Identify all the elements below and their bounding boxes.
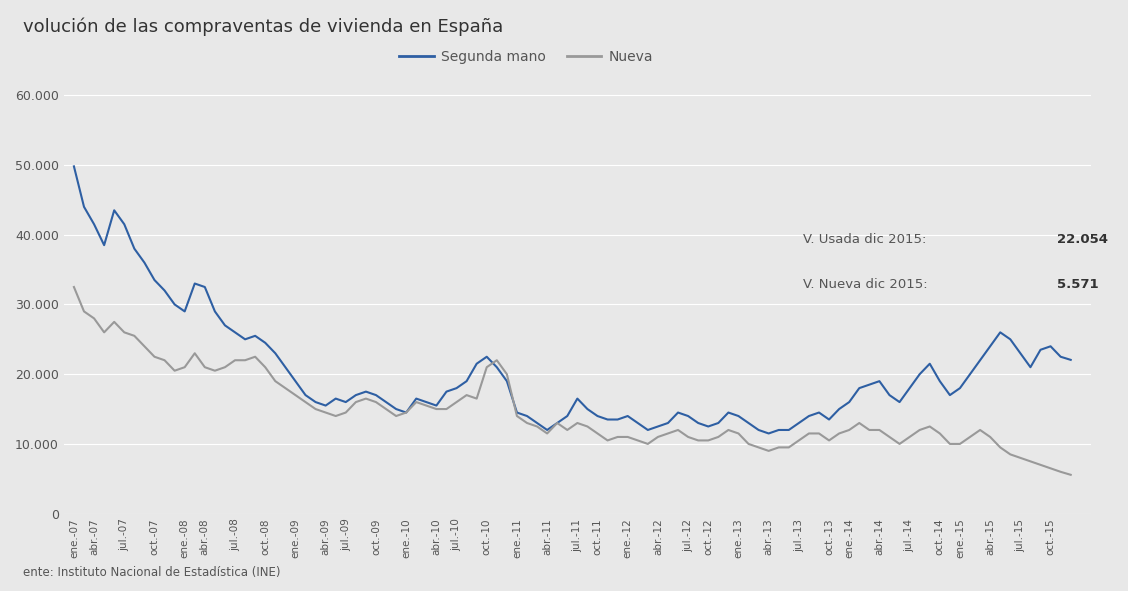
Legend: Segunda mano, Nueva: Segunda mano, Nueva bbox=[394, 45, 659, 70]
Text: V. Nueva dic 2015:: V. Nueva dic 2015: bbox=[803, 278, 932, 291]
Text: V. Usada dic 2015:: V. Usada dic 2015: bbox=[803, 233, 931, 246]
Text: volución de las compraventas de vivienda en España: volución de las compraventas de vivienda… bbox=[23, 18, 503, 36]
Text: 5.571: 5.571 bbox=[1057, 278, 1099, 291]
Text: ente: Instituto Nacional de Estadística (INE): ente: Instituto Nacional de Estadística … bbox=[23, 566, 280, 579]
Text: 22.054: 22.054 bbox=[1057, 233, 1108, 246]
